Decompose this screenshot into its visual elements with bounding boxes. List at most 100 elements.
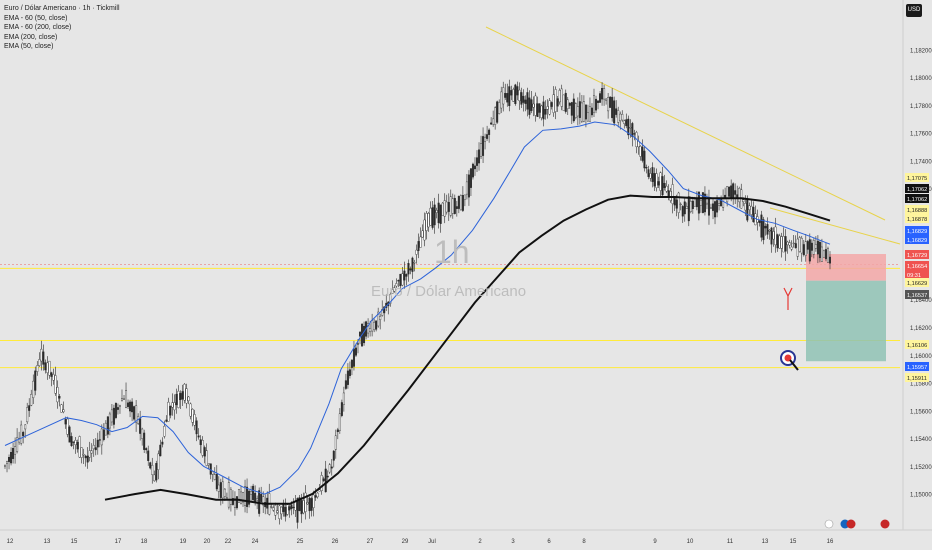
candle-body xyxy=(592,95,595,113)
candle-body xyxy=(734,190,737,195)
candle-body xyxy=(280,506,283,515)
price-tag-label: 1,16729 xyxy=(907,253,927,259)
candle-body xyxy=(256,498,259,501)
candle-body xyxy=(776,234,779,249)
candle-body xyxy=(482,136,485,156)
candle-body xyxy=(810,242,813,251)
candle-body xyxy=(22,431,25,437)
candle-body xyxy=(244,486,247,506)
candle-body xyxy=(552,94,555,113)
price-tag-bg xyxy=(905,250,929,259)
currency-button[interactable]: USD xyxy=(906,4,922,17)
candle-body xyxy=(48,360,51,376)
candle-body xyxy=(207,463,210,466)
candle-body xyxy=(574,103,577,118)
candle-body xyxy=(528,97,531,115)
price-tag-label: 1,16654 xyxy=(907,264,927,270)
candle-body xyxy=(66,418,69,435)
candle-body xyxy=(687,196,690,222)
candle-body xyxy=(405,274,408,277)
candle-body xyxy=(270,506,273,508)
candle-body xyxy=(397,280,400,282)
candle-body xyxy=(695,198,698,208)
candle-body xyxy=(433,204,436,226)
legend-title[interactable]: Euro / Dólar Americano · 1h · Tickmill xyxy=(4,5,120,12)
candle-body xyxy=(391,289,394,294)
candle-body xyxy=(98,439,101,441)
candle-body xyxy=(118,405,121,407)
candle-body xyxy=(524,99,527,104)
legend-indicator-2[interactable]: EMA - 60 (200, close) xyxy=(4,24,72,31)
candle-body xyxy=(770,227,773,245)
candle-body xyxy=(667,190,670,198)
candle-body xyxy=(631,123,634,137)
candle-body xyxy=(484,136,487,142)
candle-body xyxy=(613,100,616,124)
candle-body xyxy=(58,395,61,399)
candle-body xyxy=(425,213,428,231)
candle-body xyxy=(536,103,539,117)
candle-body xyxy=(439,204,442,224)
candle-body xyxy=(554,89,557,112)
candle-body xyxy=(641,146,644,161)
candle-body xyxy=(677,192,680,213)
candle-body xyxy=(665,185,668,192)
candle-body xyxy=(141,428,144,439)
candle-body xyxy=(330,466,333,469)
candle-body xyxy=(44,362,47,371)
legend-indicator-4[interactable]: EMA (50, close) xyxy=(4,43,54,50)
candle-body xyxy=(292,506,295,509)
candle-body xyxy=(363,326,366,344)
candle-body xyxy=(46,362,49,373)
candle-body xyxy=(326,475,329,478)
candle-body xyxy=(96,439,99,448)
candle-body xyxy=(143,432,146,450)
candle-body xyxy=(816,240,819,255)
candle-body xyxy=(465,181,468,195)
candle-body xyxy=(655,173,658,189)
candle-body xyxy=(240,491,243,504)
candle-body xyxy=(564,92,567,112)
x-tick-label: 18 xyxy=(141,539,148,545)
x-tick-label: 6 xyxy=(547,539,551,545)
price-tag-label: 09:31 xyxy=(907,273,921,279)
candle-body xyxy=(689,200,692,213)
candle-body xyxy=(607,97,610,112)
candle-body xyxy=(788,242,791,246)
candle-body xyxy=(572,98,575,122)
candle-body xyxy=(478,149,481,164)
candle-body xyxy=(615,108,618,115)
candle-body xyxy=(699,199,702,206)
candle-body xyxy=(707,198,710,216)
legend-indicator-3[interactable]: EMA (200, close) xyxy=(4,33,58,41)
candle-body xyxy=(586,112,589,122)
candle-body xyxy=(242,492,245,503)
candle-body xyxy=(290,504,293,510)
price-tag-bg xyxy=(905,194,929,203)
legend-indicator-1[interactable]: EMA - 60 (50, close) xyxy=(4,14,68,22)
candle-body xyxy=(217,484,220,492)
x-tick-label: 25 xyxy=(297,539,304,545)
candle-body xyxy=(54,375,57,394)
x-tick-label: 17 xyxy=(115,539,122,545)
candle-body xyxy=(578,101,581,118)
candle-body xyxy=(643,150,646,169)
candle-body xyxy=(139,418,142,434)
candle-body xyxy=(129,401,132,412)
candle-body xyxy=(86,455,89,463)
candle-body xyxy=(800,237,803,254)
candle-body xyxy=(246,486,249,507)
price-tag-bg xyxy=(905,226,929,235)
price-tag-label: 1,15957 xyxy=(907,365,927,371)
candle-body xyxy=(568,102,571,106)
price-tag-bg xyxy=(905,173,929,182)
candle-body xyxy=(512,89,515,102)
candle-body xyxy=(344,380,347,389)
candle-body xyxy=(829,256,832,264)
candle-body xyxy=(669,191,672,201)
candle-body xyxy=(112,407,115,425)
candle-body xyxy=(488,129,491,135)
candle-body xyxy=(383,306,386,314)
